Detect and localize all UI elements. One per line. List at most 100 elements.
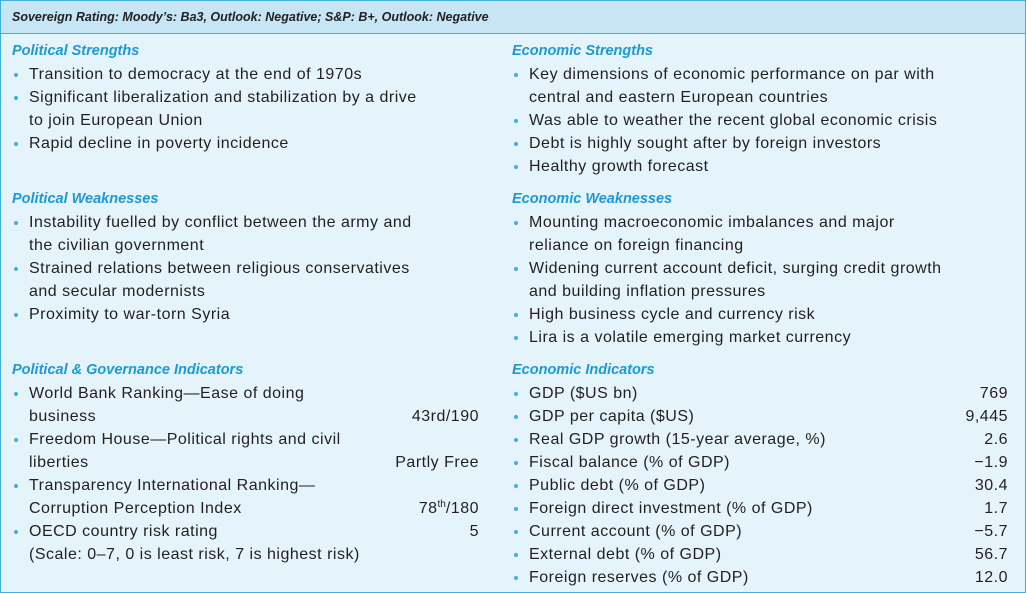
list-item: Debt is highly sought after by foreign i… <box>512 132 1008 155</box>
indicator-label: Foreign reserves (% of GDP) <box>529 569 749 586</box>
indicator-value: Partly Free <box>395 454 479 471</box>
indicator-row: Fiscal balance (% of GDP) −1.9 <box>512 451 1008 474</box>
bullet-icon <box>514 415 518 419</box>
list-item-continuation: and building inflation pressures <box>512 280 1008 303</box>
bullet-icon <box>14 142 18 146</box>
political-strengths-section: Political Strengths Transition to democr… <box>12 40 479 155</box>
bullet-icon <box>14 221 18 225</box>
indicator-row: Public debt (% of GDP) 30.4 <box>512 474 1008 497</box>
section-heading: Economic Strengths <box>512 43 653 59</box>
list-item: Mounting macroeconomic imbalances and ma… <box>512 211 1008 234</box>
indicator-value: 1.7 <box>984 500 1008 517</box>
value-denominator: /180 <box>445 500 479 517</box>
list-item-text: High business cycle and currency risk <box>529 306 816 323</box>
bullet-icon <box>514 221 518 225</box>
list-item: Was able to weather the recent global ec… <box>512 109 1008 132</box>
indicator-row-continuation: Corruption Perception Index 78th/180 <box>12 497 479 520</box>
list-item-text: Debt is highly sought after by foreign i… <box>529 135 882 152</box>
indicator-label: Current account (% of GDP) <box>529 523 743 540</box>
list-item-text: Strained relations between religious con… <box>29 260 410 277</box>
economic-weaknesses-section: Economic Weaknesses Mounting macroeconom… <box>512 188 1008 349</box>
list-item: Transition to democracy at the end of 19… <box>12 63 479 86</box>
indicator-label: World Bank Ranking—Ease of doing <box>29 385 305 402</box>
bullet-icon <box>514 530 518 534</box>
sovereign-rating-banner: Sovereign Rating: Moody’s: Ba3, Outlook:… <box>1 1 1025 34</box>
list-item-text: the civilian government <box>29 237 205 254</box>
list-item-text: central and eastern European countries <box>529 89 829 106</box>
indicator-value: 9,445 <box>965 408 1008 425</box>
list-item: Healthy growth forecast <box>512 155 1008 178</box>
bullet-icon <box>514 392 518 396</box>
indicator-label: GDP per capita ($US) <box>529 408 695 425</box>
list-item-continuation: central and eastern European countries <box>512 86 1008 109</box>
bullet-icon <box>14 530 18 534</box>
indicator-row: Transparency International Ranking— <box>12 474 479 497</box>
indicator-label: business <box>29 408 97 425</box>
list-item-text: and building inflation pressures <box>529 283 766 300</box>
indicator-row: External debt (% of GDP) 56.7 <box>512 543 1008 566</box>
indicator-value: 43rd/190 <box>411 408 479 425</box>
list-item: Proximity to war-torn Syria <box>12 303 479 326</box>
indicator-note: (Scale: 0–7, 0 is least risk, 7 is highe… <box>29 546 360 563</box>
list-item: Lira is a volatile emerging market curre… <box>512 326 1008 349</box>
bullet-icon <box>514 165 518 169</box>
list-item-text: Widening current account deficit, surgin… <box>529 260 942 277</box>
indicator-value: 78th/180 <box>419 497 479 520</box>
bullet-icon <box>514 73 518 77</box>
list-item-text: to join European Union <box>29 112 203 129</box>
indicator-row: GDP ($US bn) 769 <box>512 382 1008 405</box>
list-item: Significant liberalization and stabiliza… <box>12 86 479 109</box>
list-item: Key dimensions of economic performance o… <box>512 63 1008 86</box>
bullet-icon <box>514 267 518 271</box>
indicator-value: −5.7 <box>974 523 1008 540</box>
indicator-label: Real GDP growth (15-year average, %) <box>529 431 826 448</box>
bullet-icon <box>14 267 18 271</box>
list-item-text: reliance on foreign financing <box>529 237 744 254</box>
indicator-row: OECD country risk rating 5 <box>12 520 479 543</box>
bullet-icon <box>514 336 518 340</box>
indicator-row-continuation: (Scale: 0–7, 0 is least risk, 7 is highe… <box>12 543 479 566</box>
bullet-icon <box>514 576 518 580</box>
economic-strengths-section: Economic Strengths Key dimensions of eco… <box>512 40 1008 178</box>
list-item-text: and secular modernists <box>29 283 206 300</box>
section-heading: Economic Weaknesses <box>512 191 673 207</box>
value-number: 78 <box>418 500 438 517</box>
list-item-continuation: and secular modernists <box>12 280 479 303</box>
indicator-value: 12.0 <box>974 569 1008 586</box>
list-item: Widening current account deficit, surgin… <box>512 257 1008 280</box>
list-item-text: Instability fuelled by conflict between … <box>29 214 412 231</box>
indicator-label: Corruption Perception Index <box>29 500 242 517</box>
bullet-icon <box>14 392 18 396</box>
bullet-icon <box>514 461 518 465</box>
list-item-text: Key dimensions of economic performance o… <box>529 66 935 83</box>
indicator-label: Fiscal balance (% of GDP) <box>529 454 731 471</box>
indicator-label: GDP ($US bn) <box>529 385 638 402</box>
bullet-icon <box>514 438 518 442</box>
indicator-value: 769 <box>979 385 1008 402</box>
governance-indicators-section: Political & Governance Indicators World … <box>12 359 479 566</box>
section-heading: Political Weaknesses <box>12 191 159 207</box>
list-item-continuation: to join European Union <box>12 109 479 132</box>
bullet-icon <box>514 553 518 557</box>
list-item: High business cycle and currency risk <box>512 303 1008 326</box>
indicator-label: Transparency International Ranking— <box>29 477 316 494</box>
indicator-value: 30.4 <box>974 477 1008 494</box>
list-item-text: Transition to democracy at the end of 19… <box>29 66 363 83</box>
bullet-icon <box>14 313 18 317</box>
section-heading: Economic Indicators <box>512 362 655 378</box>
list-item-continuation: reliance on foreign financing <box>512 234 1008 257</box>
section-heading: Political & Governance Indicators <box>12 362 244 378</box>
indicator-row-continuation: liberties Partly Free <box>12 451 479 474</box>
indicator-row: GDP per capita ($US) 9,445 <box>512 405 1008 428</box>
list-item-text: Healthy growth forecast <box>529 158 709 175</box>
indicator-label: External debt (% of GDP) <box>529 546 722 563</box>
bullet-icon <box>514 313 518 317</box>
value-ordinal-suffix: th <box>437 499 446 510</box>
section-heading: Political Strengths <box>12 43 140 59</box>
indicator-row: Freedom House—Political rights and civil <box>12 428 479 451</box>
indicator-label: OECD country risk rating <box>29 523 218 540</box>
bullet-icon <box>514 142 518 146</box>
indicator-row: Real GDP growth (15-year average, %) 2.6 <box>512 428 1008 451</box>
economic-indicators-section: Economic Indicators GDP ($US bn) 769 GDP … <box>512 359 1008 589</box>
